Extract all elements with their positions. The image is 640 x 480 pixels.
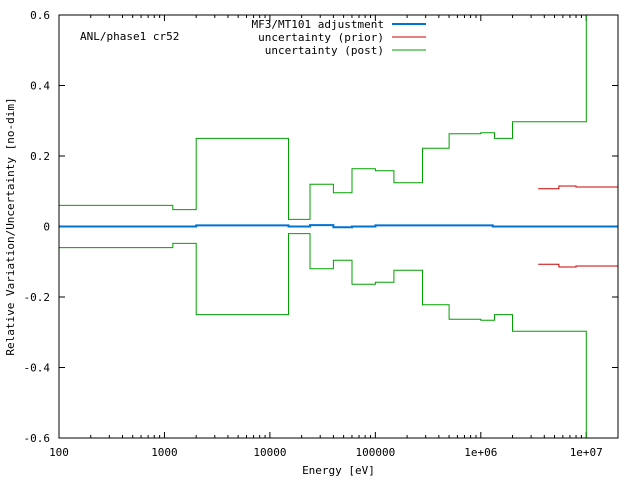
y-tick-label: -0.4	[24, 362, 51, 375]
series-line-uncertainty-post	[59, 14, 618, 220]
y-tick-label: -0.2	[24, 291, 51, 304]
x-tick-label: 1000	[151, 446, 178, 459]
series-line-uncertainty-prior-lower	[538, 263, 618, 268]
y-tick-label: 0.6	[30, 9, 50, 22]
y-tick-label: 0.4	[30, 80, 50, 93]
series-line-uncertainty-post-lower	[59, 233, 618, 439]
series-line-mf3-mt101-adjustment	[59, 224, 618, 229]
y-tick-label: 0	[43, 221, 50, 234]
x-tick-label: 10000	[253, 446, 286, 459]
x-axis-label: Energy [eV]	[302, 464, 375, 477]
y-axis-label: Relative Variation/Uncertainty [no-dim]	[4, 97, 17, 355]
x-tick-label: 100000	[355, 446, 395, 459]
x-tick-label: 1e+07	[570, 446, 603, 459]
x-tick-label: 1e+06	[464, 446, 497, 459]
legend-label: uncertainty (prior)	[258, 31, 384, 44]
y-tick-label: 0.2	[30, 150, 50, 163]
series-line-uncertainty-prior	[538, 185, 618, 190]
legend-label: uncertainty (post)	[265, 44, 384, 57]
series-layer	[59, 14, 618, 439]
chart-annotation: ANL/phase1 cr52	[80, 30, 179, 43]
y-tick-label: -0.6	[24, 432, 51, 445]
x-tick-label: 100	[49, 446, 69, 459]
legend-label: MF3/MT101 adjustment	[252, 18, 384, 31]
plot-border	[58, 14, 619, 439]
